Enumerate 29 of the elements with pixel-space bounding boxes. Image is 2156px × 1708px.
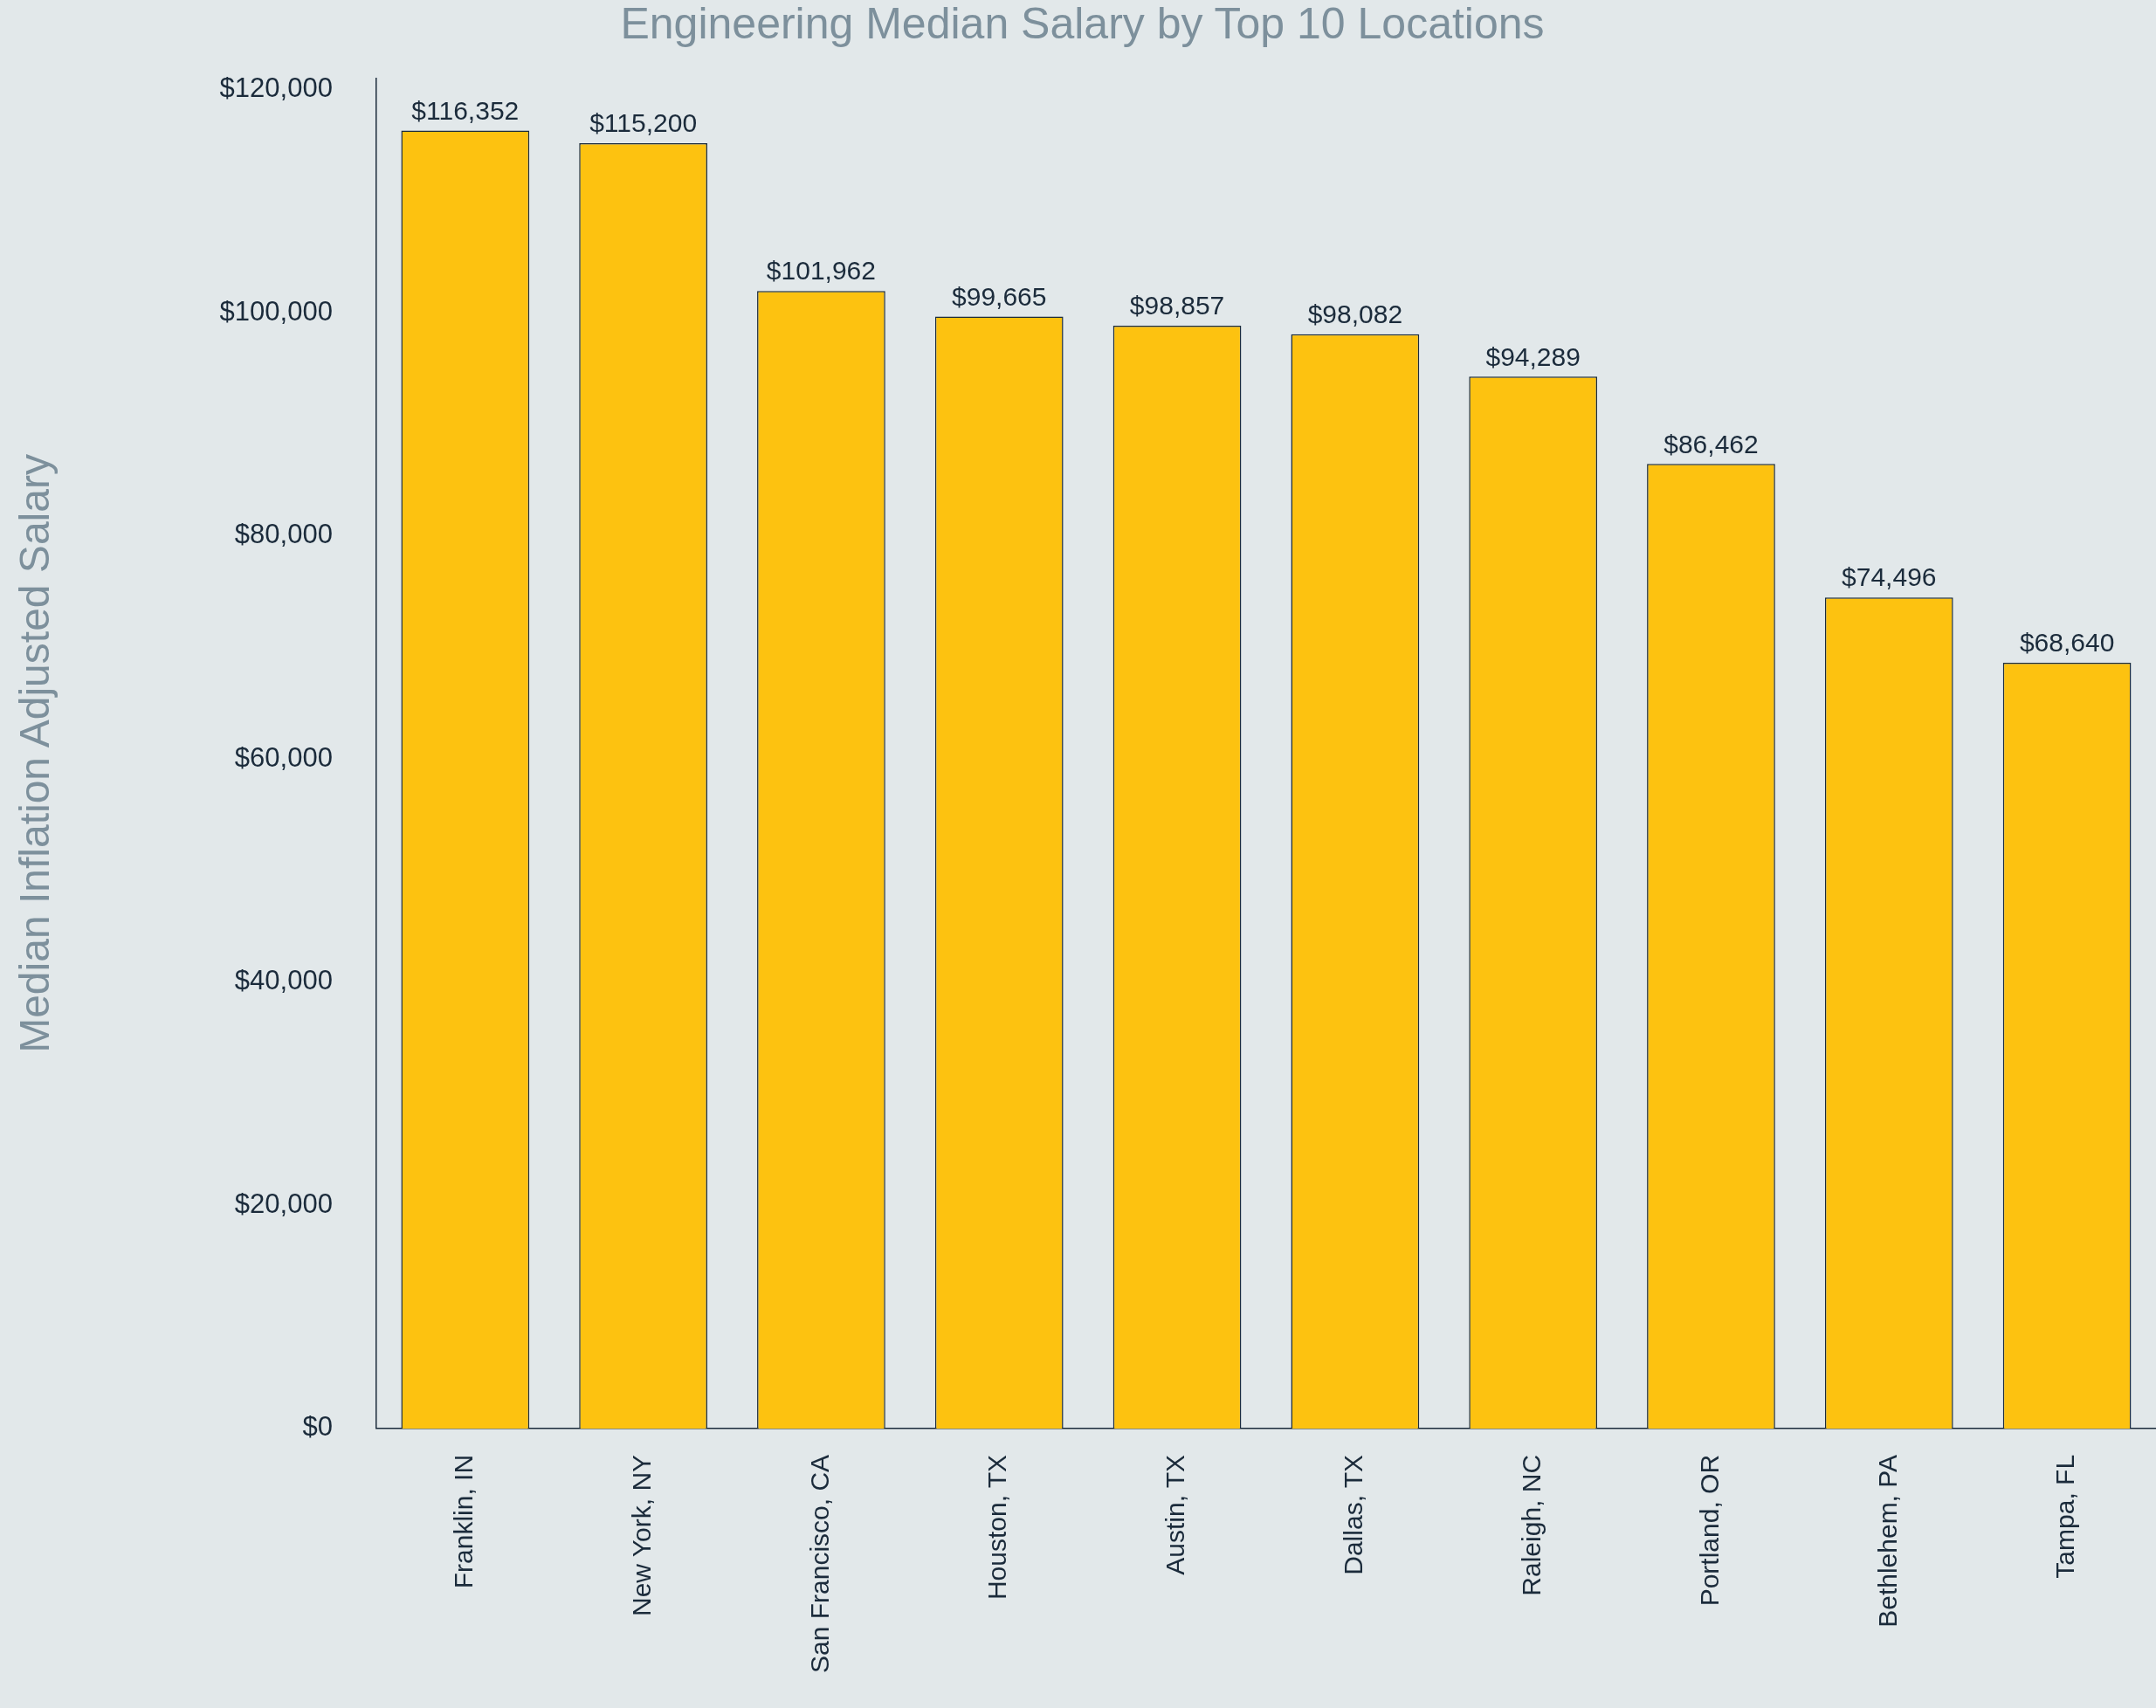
x-tick-label: Raleigh, NC (1516, 1454, 1546, 1596)
x-tick-label: Dallas, TX (1339, 1454, 1368, 1575)
x-tick-label: Portland, OR (1694, 1454, 1724, 1607)
y-tick-label: $100,000 (219, 295, 333, 327)
y-tick-label: $40,000 (234, 965, 333, 996)
data-label: $99,665 (952, 281, 1047, 311)
x-tick-label: Houston, TX (982, 1454, 1012, 1601)
x-tick-label: Tampa, FL (2050, 1454, 2080, 1579)
x-tick-label: New York, NY (626, 1454, 656, 1616)
y-tick-label: $120,000 (219, 72, 333, 104)
y-axis-title: Median Inflation Adjusted Salary (11, 454, 59, 1053)
x-tick-label: Franklin, IN (449, 1454, 479, 1589)
chart-title: Engineering Median Salary by Top 10 Locations (620, 0, 1545, 48)
y-tick-label: $20,000 (234, 1188, 333, 1219)
data-label: $101,962 (766, 256, 876, 286)
data-label: $94,289 (1485, 341, 1581, 371)
data-label: $116,352 (411, 95, 520, 125)
data-label: $98,857 (1129, 291, 1225, 320)
data-label: $68,640 (2019, 628, 2115, 658)
x-tick-label: San Francisco, CA (804, 1454, 834, 1673)
data-label: $74,496 (1842, 562, 1937, 592)
y-tick-label: $60,000 (234, 741, 333, 773)
y-tick-label: $80,000 (234, 519, 333, 550)
data-label: $98,082 (1307, 300, 1403, 329)
y-tick-label: $0 (302, 1411, 333, 1443)
data-label: $115,200 (589, 108, 698, 138)
x-tick-label: Austin, TX (1161, 1454, 1190, 1575)
x-tick-label: Bethlehem, PA (1872, 1454, 1902, 1628)
data-label: $86,462 (1663, 429, 1759, 458)
